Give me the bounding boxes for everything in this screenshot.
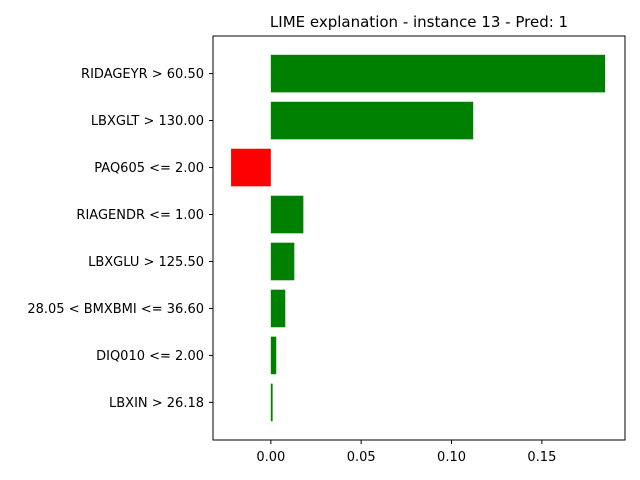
x-axis-ticks: 0.00 0.05 0.10 0.15 — [256, 440, 556, 465]
chart-title: LIME explanation - instance 13 - Pred: 1 — [270, 13, 568, 31]
y-tick-label: RIDAGEYR > 60.50 — [81, 67, 204, 82]
bar — [270, 336, 277, 375]
x-tick-label: 0.00 — [256, 450, 285, 465]
y-tick-label: LBXGLT > 130.00 — [91, 114, 204, 129]
bar — [231, 148, 271, 187]
y-tick-label: LBXGLU > 125.50 — [88, 255, 204, 270]
bar — [270, 101, 474, 140]
x-tick-label: 0.05 — [347, 450, 376, 465]
bar — [270, 383, 273, 422]
y-tick-label: LBXIN > 26.18 — [109, 396, 204, 411]
y-tick-label: DIQ010 <= 2.00 — [96, 349, 204, 364]
y-tick-label: PAQ605 <= 2.00 — [94, 161, 204, 176]
bar — [270, 54, 606, 93]
y-tick-label: RIAGENDR <= 1.00 — [76, 208, 204, 223]
bar — [270, 289, 286, 328]
y-tick-label: 28.05 < BMXBMI <= 36.60 — [27, 302, 204, 317]
bars-group — [231, 54, 606, 422]
plot-frame — [212, 35, 626, 441]
x-tick-label: 0.15 — [527, 450, 556, 465]
bar — [270, 195, 304, 234]
bar — [270, 242, 295, 281]
y-axis-ticks: RIDAGEYR > 60.50 LBXGLT > 130.00 PAQ605 <=… — [27, 67, 213, 411]
x-tick-label: 0.10 — [437, 450, 466, 465]
